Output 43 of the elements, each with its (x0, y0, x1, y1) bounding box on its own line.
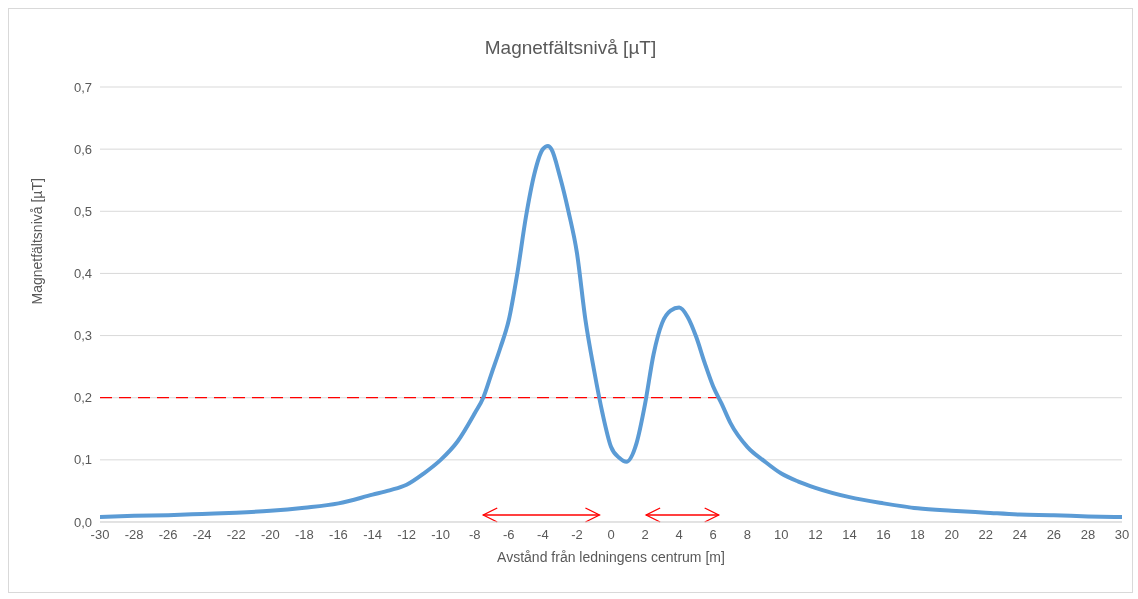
x-tick-label: 10 (774, 527, 789, 543)
x-tick-label: -4 (537, 527, 549, 543)
x-tick-label: 28 (1080, 527, 1096, 543)
x-tick-label: -8 (468, 527, 481, 543)
x-tick-label: 12 (808, 527, 823, 543)
x-tick-label: 16 (876, 527, 891, 543)
x-tick-label: -2 (571, 527, 583, 543)
y-tick-label: 0,7 (73, 79, 92, 95)
x-tick-label: -20 (260, 527, 280, 543)
chart-title: Magnetfältsnivå [µT] (483, 37, 658, 59)
x-tick-label: -26 (158, 527, 178, 543)
x-tick-label: 22 (978, 527, 993, 543)
y-tick-label: 0,6 (73, 141, 92, 157)
x-tick-label: -6 (503, 527, 515, 543)
x-tick-label: -22 (226, 527, 246, 543)
x-tick-label: 14 (842, 527, 857, 543)
x-tick-label: -30 (90, 527, 110, 543)
x-tick-label: 18 (910, 527, 925, 543)
line-series (100, 144, 1122, 520)
x-tick-label: -24 (192, 527, 212, 543)
x-tick-label: -10 (431, 527, 451, 543)
y-tick-label: 0,1 (73, 452, 92, 468)
x-tick-label: -16 (329, 527, 348, 543)
x-axis-title: Avstånd från ledningens centrum [m] (497, 549, 725, 565)
x-tick-label: -28 (124, 527, 144, 543)
x-tick-label: 2 (641, 527, 649, 543)
y-axis-title: Magnetfältsnivå [µT] (28, 178, 45, 305)
x-tick-label: -12 (397, 527, 416, 543)
x-tick-label: 6 (709, 527, 717, 543)
x-tick-label: 20 (944, 527, 959, 543)
x-tick-label: 26 (1046, 527, 1062, 543)
x-tick-label: 0 (607, 527, 615, 543)
y-tick-label: 0,5 (73, 203, 92, 219)
x-tick-label: -18 (295, 527, 314, 543)
y-tick-label: 0,3 (73, 328, 92, 344)
x-tick-label: 8 (743, 527, 751, 543)
y-tick-label: 0,2 (73, 390, 92, 406)
x-tick-label: -14 (363, 527, 382, 543)
y-tick-label: 0,4 (73, 266, 92, 282)
y-tick-label: 0,0 (73, 514, 92, 530)
x-tick-label: 30 (1114, 527, 1130, 543)
x-tick-label: 4 (675, 527, 683, 543)
x-tick-label: 24 (1012, 527, 1028, 543)
